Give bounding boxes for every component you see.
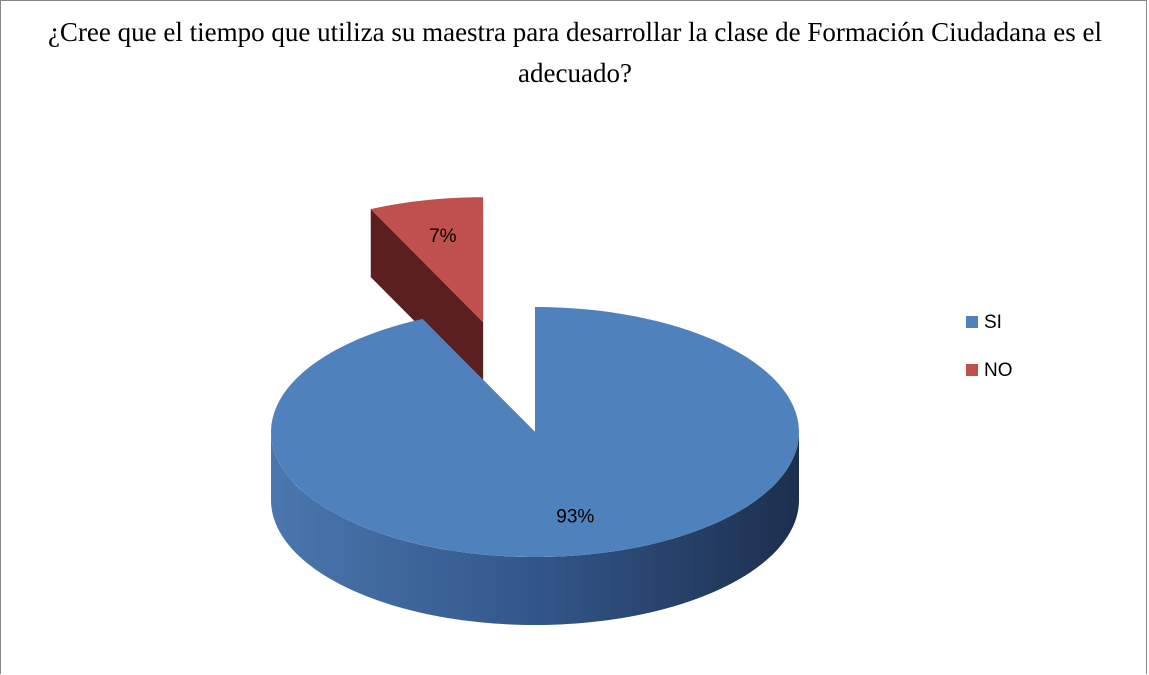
legend-label: SI [984, 312, 1002, 333]
chart: 93% 7% SI NO [0, 0, 1149, 675]
legend-swatch [966, 364, 978, 376]
slice [271, 307, 799, 557]
legend-swatch [966, 316, 978, 328]
legend-label: NO [984, 360, 1013, 381]
data-label: 93% [556, 506, 594, 527]
data-label: 7% [429, 226, 457, 247]
